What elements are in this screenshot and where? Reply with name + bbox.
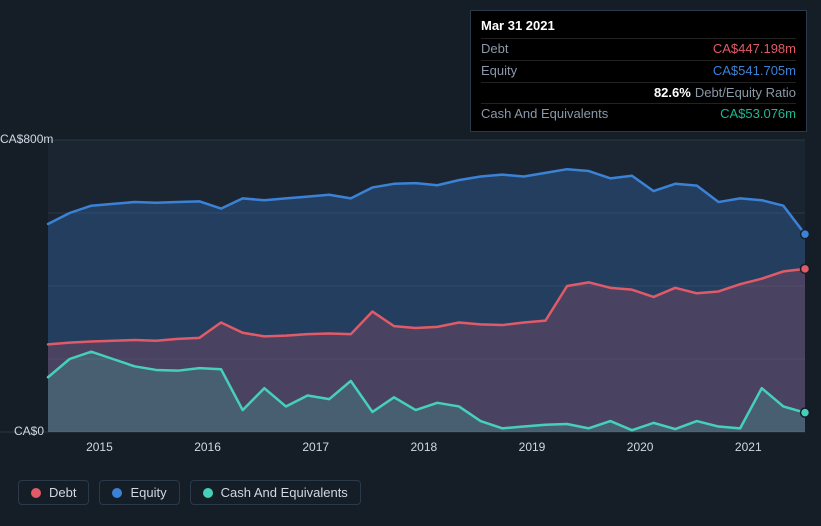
x-tick-label: 2015 bbox=[86, 440, 113, 454]
tooltip-row-equity: Equity CA$541.705m bbox=[481, 60, 796, 82]
legend-label: Debt bbox=[49, 485, 76, 500]
x-tick-label: 2016 bbox=[194, 440, 221, 454]
chart-root: CA$0 CA$800m 2015 2016 2017 2018 2019 2020 2021 M… bbox=[0, 0, 821, 526]
x-tick-label: 2019 bbox=[519, 440, 546, 454]
tooltip-value: CA$53.076m bbox=[720, 105, 796, 124]
legend-item-cash[interactable]: Cash And Equivalents bbox=[190, 480, 361, 505]
y-tick-label: CA$800m bbox=[0, 132, 44, 146]
tooltip-date: Mar 31 2021 bbox=[481, 17, 796, 36]
legend-swatch bbox=[112, 488, 122, 498]
tooltip: Mar 31 2021 Debt CA$447.198m Equity CA$541.7… bbox=[470, 10, 807, 132]
tooltip-row-cash: Cash And Equivalents CA$53.076m bbox=[481, 103, 796, 125]
x-tick-label: 2020 bbox=[627, 440, 654, 454]
tooltip-label: Equity bbox=[481, 62, 517, 81]
legend-item-equity[interactable]: Equity bbox=[99, 480, 179, 505]
tooltip-ratio-label: Debt/Equity Ratio bbox=[695, 85, 796, 100]
legend-item-debt[interactable]: Debt bbox=[18, 480, 89, 505]
x-tick-label: 2021 bbox=[735, 440, 762, 454]
x-tick-label: 2017 bbox=[302, 440, 329, 454]
tooltip-row-debt: Debt CA$447.198m bbox=[481, 38, 796, 60]
tooltip-label: Cash And Equivalents bbox=[481, 105, 608, 124]
legend-label: Equity bbox=[130, 485, 166, 500]
tooltip-ratio-pct: 82.6% bbox=[654, 85, 691, 100]
tooltip-label: Debt bbox=[481, 40, 508, 59]
tooltip-row-ratio: 82.6% Debt/Equity Ratio bbox=[481, 82, 796, 104]
legend-label: Cash And Equivalents bbox=[221, 485, 348, 500]
tooltip-value: CA$541.705m bbox=[713, 62, 796, 81]
legend-swatch bbox=[31, 488, 41, 498]
legend: Debt Equity Cash And Equivalents bbox=[18, 480, 361, 505]
x-tick-label: 2018 bbox=[411, 440, 438, 454]
y-tick-label: CA$0 bbox=[0, 424, 44, 438]
legend-swatch bbox=[203, 488, 213, 498]
tooltip-value: CA$447.198m bbox=[713, 40, 796, 59]
